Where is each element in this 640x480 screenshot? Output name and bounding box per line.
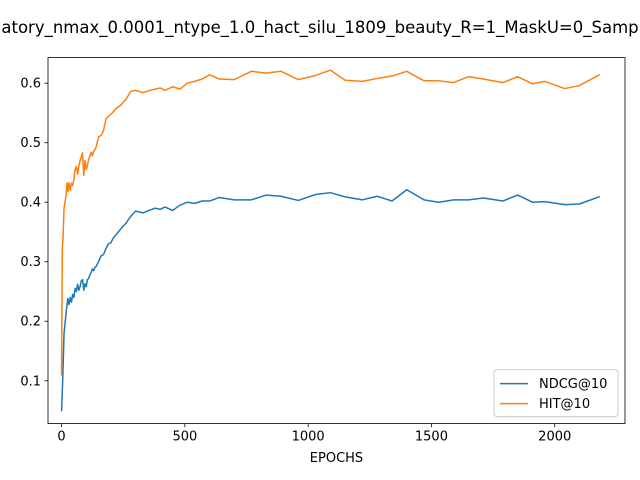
x-tick-label: 1500: [415, 430, 448, 445]
legend-box: [493, 369, 619, 418]
legend-label-1: HIT@10: [539, 397, 590, 412]
y-axis: 0.1 0.2 0.3 0.4 0.5 0.6: [20, 77, 48, 389]
x-tick-label: 2000: [538, 430, 571, 445]
x-axis: 0 500 1000 1500 2000: [57, 423, 571, 445]
y-tick-label: 0.3: [20, 255, 41, 270]
x-axis-label: EPOCHS: [310, 451, 363, 466]
y-tick-label: 0.6: [20, 77, 41, 92]
series-layer: [60, 69, 601, 412]
x-tick-label: 0: [57, 430, 65, 445]
y-tick-label: 0.4: [20, 196, 41, 211]
legend-label-0: NDCG@10: [539, 377, 607, 392]
legend: NDCG@10 HIT@10: [493, 369, 619, 418]
series-line-0: [60, 188, 601, 412]
x-tick-label: 500: [172, 430, 197, 445]
y-tick-label: 0.1: [20, 374, 41, 389]
plot-area: [48, 57, 625, 424]
y-tick-label: 0.2: [20, 315, 41, 330]
y-tick-label: 0.5: [20, 136, 41, 151]
plot-frame: [47, 57, 626, 424]
x-tick-label: 1000: [292, 430, 325, 445]
series-line-1: [60, 69, 601, 376]
chart-title: atory_nmax_0.0001_ntype_1.0_hact_silu_18…: [1, 18, 638, 38]
